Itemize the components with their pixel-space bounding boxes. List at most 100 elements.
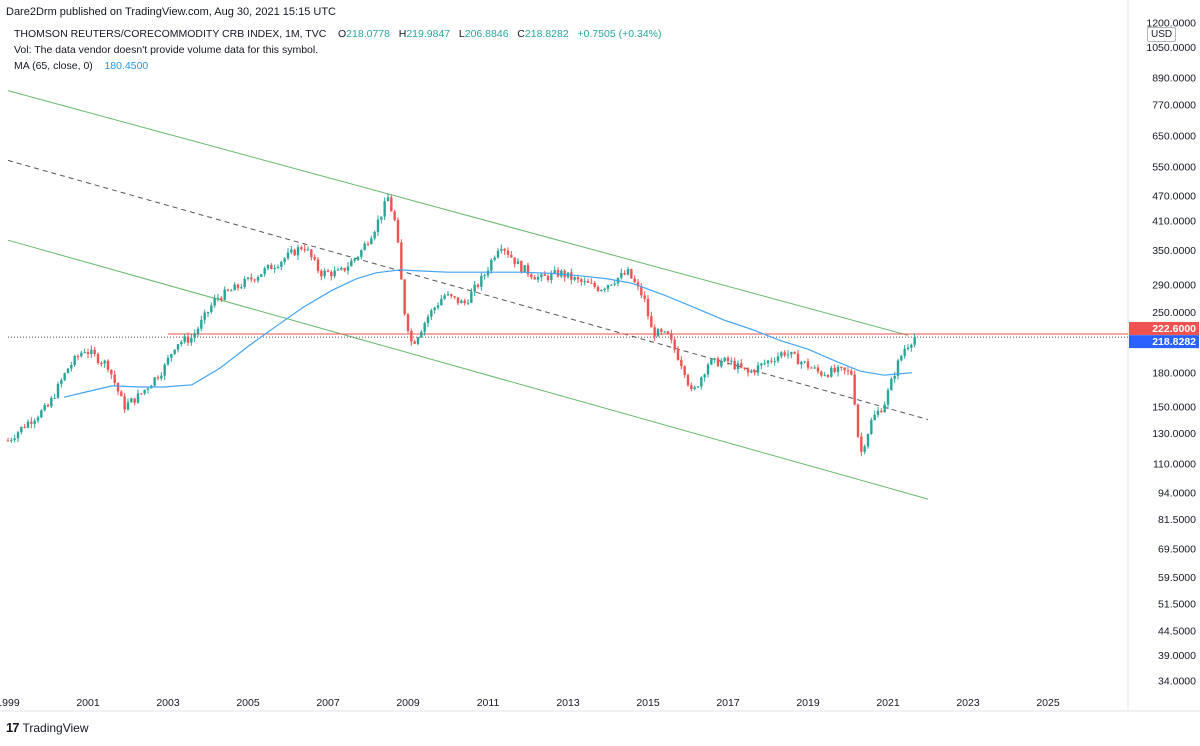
candle (863, 446, 866, 452)
candle (456, 297, 460, 304)
candle (280, 261, 283, 267)
price-label: 222.6000 (1152, 323, 1196, 335)
candle (186, 336, 190, 343)
y-tick-label: 81.5000 (1158, 514, 1196, 526)
ohlc-change: +0.7505 (+0.34%) (577, 28, 662, 40)
candle (43, 404, 46, 411)
candle (880, 410, 883, 413)
candle (373, 231, 376, 239)
candle (483, 275, 486, 277)
candle (46, 404, 50, 407)
candle (850, 370, 853, 375)
candle (843, 367, 846, 371)
candle (230, 290, 233, 292)
x-tick-label: 2015 (636, 697, 660, 709)
candle (633, 278, 636, 283)
candle (123, 396, 126, 410)
candle (256, 276, 260, 281)
candle (473, 284, 476, 292)
y-tick-label: 410.0000 (1152, 216, 1196, 228)
candle (360, 250, 363, 257)
candle (530, 274, 533, 278)
price-label-bg (1129, 335, 1199, 349)
candle (246, 277, 250, 279)
candle (813, 367, 816, 369)
candle (273, 268, 276, 270)
y-tick-label: 250.0000 (1152, 307, 1196, 319)
candle (866, 433, 870, 447)
ma-legend[interactable]: MA (65, close, 0) 180.4500 (14, 58, 662, 74)
candle (636, 282, 640, 287)
candle (816, 367, 820, 372)
candle (573, 277, 576, 280)
candle (390, 197, 393, 212)
volume-note: Vol: The data vendor doesn't provide vol… (14, 44, 319, 56)
candle (453, 296, 456, 298)
y-tick-label: 650.0000 (1152, 131, 1196, 143)
candle (20, 426, 23, 433)
candle (620, 273, 623, 278)
candle (196, 328, 200, 334)
candle (523, 265, 526, 273)
candle (650, 316, 653, 328)
candle (106, 360, 110, 370)
candle (240, 287, 243, 289)
candle (90, 349, 93, 354)
candle (870, 420, 873, 434)
candle (236, 284, 240, 288)
candle (466, 302, 470, 304)
currency-badge[interactable]: USD (1147, 27, 1177, 42)
candle (363, 243, 366, 251)
candle (906, 347, 910, 350)
candle (323, 270, 326, 277)
candle (110, 369, 113, 375)
footer-brand[interactable]: 17 TradingView (6, 720, 89, 735)
candle (883, 404, 886, 413)
candle (83, 352, 86, 354)
candle (426, 316, 430, 324)
candle (900, 355, 903, 361)
candle (680, 359, 683, 367)
candle (706, 364, 710, 375)
candle (386, 197, 390, 202)
candle (193, 333, 196, 339)
candle (800, 361, 803, 365)
x-tick-label: 2017 (716, 697, 740, 709)
candle (30, 421, 33, 424)
candle (860, 436, 863, 452)
candle (460, 300, 463, 304)
ohlc-close: 218.8282 (524, 28, 569, 40)
price-label: 218.8282 (1152, 336, 1196, 348)
x-tick-label: 2023 (956, 697, 980, 709)
price-label-bg (1129, 321, 1199, 335)
candle (856, 404, 860, 437)
candle (260, 274, 263, 277)
candle (266, 264, 270, 269)
candle (76, 356, 80, 358)
candle (593, 282, 596, 287)
candle (320, 270, 323, 277)
candle (676, 349, 680, 360)
candle (340, 267, 343, 270)
candle (840, 366, 843, 368)
candle (283, 258, 286, 262)
candle (613, 283, 616, 285)
candle (476, 284, 480, 287)
candle (876, 410, 880, 415)
candle (550, 273, 553, 280)
candles-group (6, 193, 916, 457)
candle (670, 333, 673, 340)
y-tick-label: 150.0000 (1152, 401, 1196, 413)
candle (630, 269, 633, 279)
candle (510, 254, 513, 258)
candle (370, 238, 373, 245)
candle (203, 312, 206, 320)
candle (73, 356, 76, 365)
candle (500, 248, 503, 251)
candle (480, 275, 483, 287)
publish-line: Dare2Drm published on TradingView.com, A… (6, 6, 336, 18)
candle (313, 257, 316, 260)
candle (13, 438, 16, 440)
